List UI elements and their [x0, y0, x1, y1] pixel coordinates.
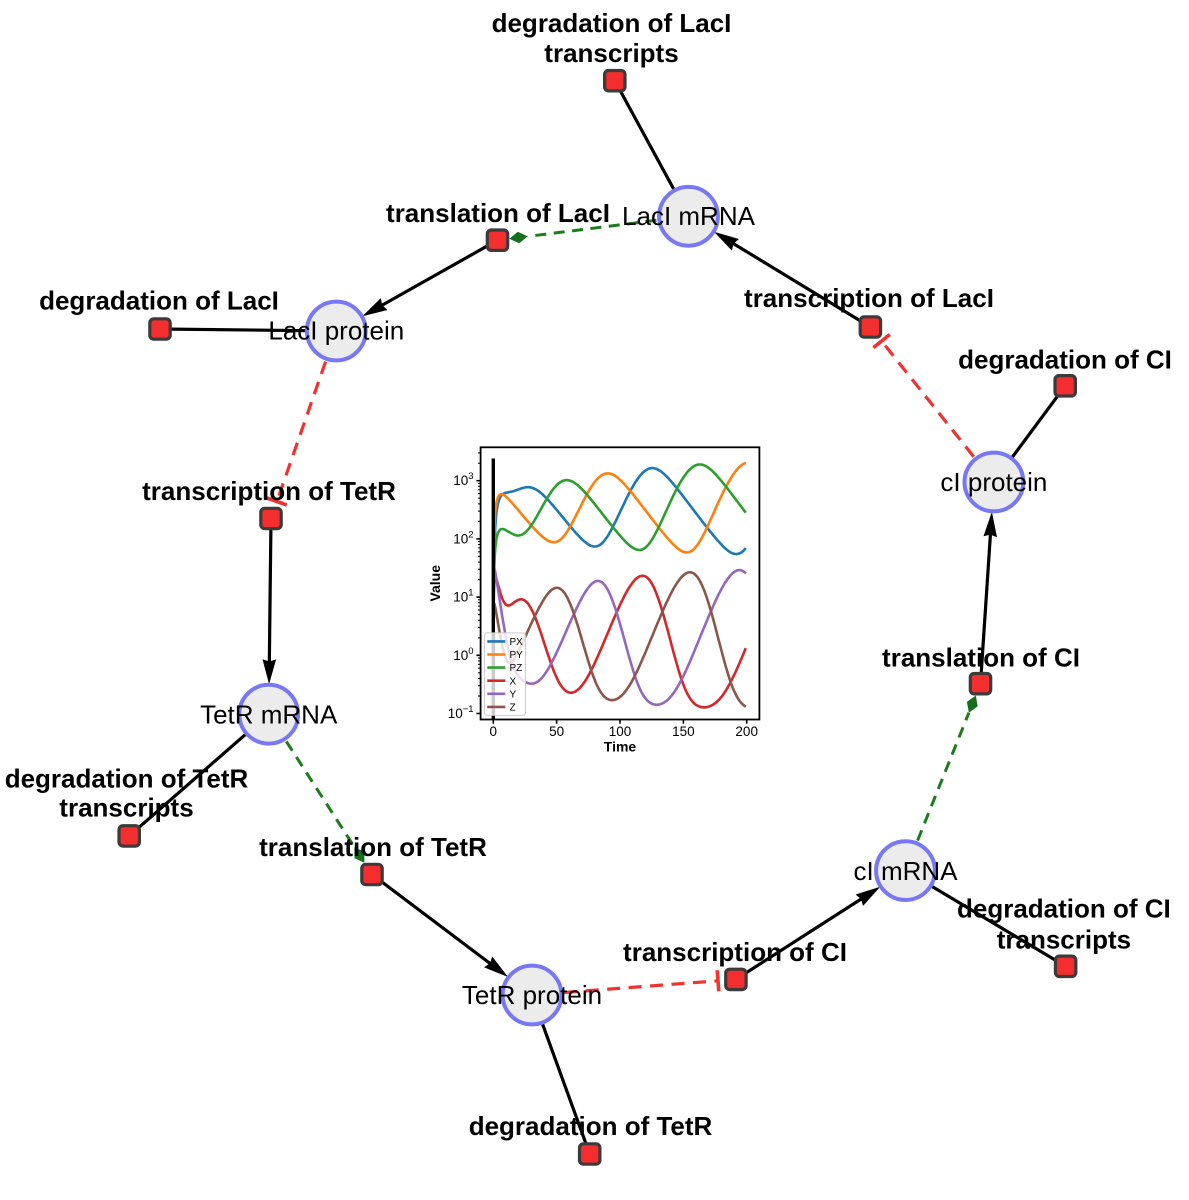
- svg-text:degradation of CI: degradation of CI: [957, 894, 1171, 924]
- svg-text:PX: PX: [510, 637, 524, 648]
- svg-text:Time: Time: [604, 739, 637, 755]
- svg-text:Z: Z: [510, 703, 516, 714]
- svg-text:PY: PY: [510, 650, 524, 661]
- svg-text:0: 0: [490, 724, 498, 739]
- svg-text:degradation of TetR: degradation of TetR: [469, 1111, 713, 1141]
- svg-text:transcription of CI: transcription of CI: [623, 937, 847, 967]
- svg-text:200: 200: [735, 724, 758, 739]
- svg-text:degradation of LacI: degradation of LacI: [39, 285, 279, 315]
- svg-text:PZ: PZ: [510, 663, 523, 674]
- svg-text:50: 50: [549, 724, 564, 739]
- svg-text:cI protein: cI protein: [940, 467, 1047, 497]
- svg-text:degradation of TetR: degradation of TetR: [5, 764, 249, 794]
- svg-text:transcription of TetR: transcription of TetR: [142, 476, 396, 506]
- svg-text:150: 150: [672, 724, 695, 739]
- svg-text:LacI protein: LacI protein: [268, 316, 404, 346]
- svg-text:X: X: [510, 676, 517, 687]
- svg-text:TetR mRNA: TetR mRNA: [200, 700, 338, 730]
- svg-text:translation of LacI: translation of LacI: [386, 198, 610, 228]
- svg-text:Value: Value: [427, 565, 443, 602]
- svg-text:degradation of LacI: degradation of LacI: [492, 8, 732, 38]
- svg-text:translation of CI: translation of CI: [882, 643, 1080, 673]
- svg-text:transcription of LacI: transcription of LacI: [744, 283, 994, 313]
- svg-text:transcripts: transcripts: [544, 38, 678, 68]
- svg-text:100: 100: [609, 724, 632, 739]
- svg-text:Y: Y: [510, 689, 517, 700]
- svg-text:TetR protein: TetR protein: [462, 980, 602, 1010]
- svg-text:degradation of CI: degradation of CI: [958, 344, 1172, 374]
- svg-text:cI mRNA: cI mRNA: [854, 856, 959, 886]
- svg-text:transcripts: transcripts: [997, 924, 1131, 954]
- svg-text:LacI mRNA: LacI mRNA: [622, 201, 756, 231]
- svg-text:transcripts: transcripts: [59, 793, 193, 823]
- svg-text:translation of TetR: translation of TetR: [259, 832, 487, 862]
